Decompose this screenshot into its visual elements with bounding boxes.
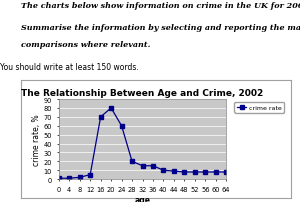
crime rate [130, 160, 134, 163]
crime rate [109, 107, 113, 110]
crime rate [99, 116, 103, 118]
Line: crime rate: crime rate [57, 107, 228, 180]
X-axis label: age: age [134, 195, 151, 202]
crime rate [203, 171, 207, 173]
Legend: crime rate: crime rate [234, 103, 284, 113]
crime rate [68, 177, 71, 180]
Text: You should write at least 150 words.: You should write at least 150 words. [0, 63, 139, 72]
Y-axis label: crime rate, %: crime rate, % [32, 114, 40, 165]
crime rate [151, 165, 155, 167]
crime rate [88, 174, 92, 176]
crime rate [141, 165, 144, 167]
crime rate [172, 170, 176, 173]
Text: comparisons where relevant.: comparisons where relevant. [21, 40, 150, 48]
Title: The Relationship Between Age and Crime, 2002: The Relationship Between Age and Crime, … [21, 88, 264, 97]
crime rate [193, 171, 196, 173]
crime rate [224, 171, 228, 173]
crime rate [120, 125, 123, 127]
Text: Summarise the information by selecting and reporting the main features, and m: Summarise the information by selecting a… [21, 24, 300, 32]
Text: The charts below show information on crime in the UK for 2002.: The charts below show information on cri… [21, 2, 300, 10]
crime rate [78, 176, 82, 179]
crime rate [57, 177, 61, 180]
crime rate [162, 169, 165, 171]
crime rate [214, 171, 217, 173]
crime rate [183, 171, 186, 173]
